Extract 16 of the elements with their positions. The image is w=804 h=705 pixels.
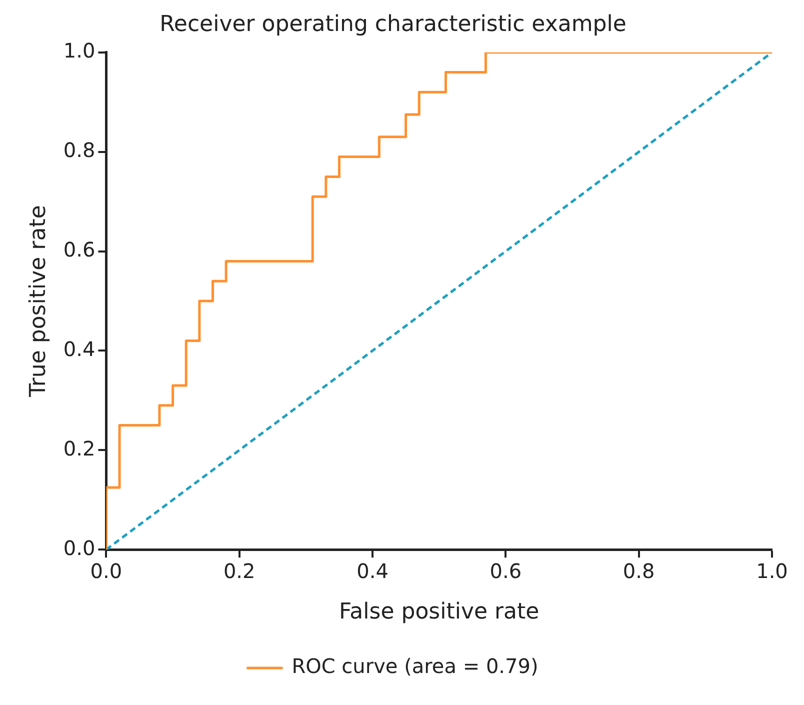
x-tick-label: 0.6 [490,558,522,583]
x-tick-label: 0.4 [356,558,388,583]
legend-label: ROC curve (area = 0.79) [292,654,538,678]
x-tick-label: 0.8 [622,558,655,583]
x-axis-title: False positive rate [339,600,540,625]
y-tick-label: 0.6 [63,237,96,262]
y-tick-label: 0.2 [63,436,96,460]
x-tick-label: 0.2 [223,558,256,583]
y-tick-label: 0.8 [63,138,96,162]
y-tick-label: 0.4 [63,336,96,361]
y-axis-title: True positive rate [26,205,51,398]
x-tick-label: 1.0 [756,558,788,583]
chart-title: Receiver operating characteristic example [160,12,626,37]
y-tick-label: 1.0 [63,38,96,63]
y-tick-label: 0.0 [63,536,96,560]
x-tick-label: 0.0 [90,558,122,583]
